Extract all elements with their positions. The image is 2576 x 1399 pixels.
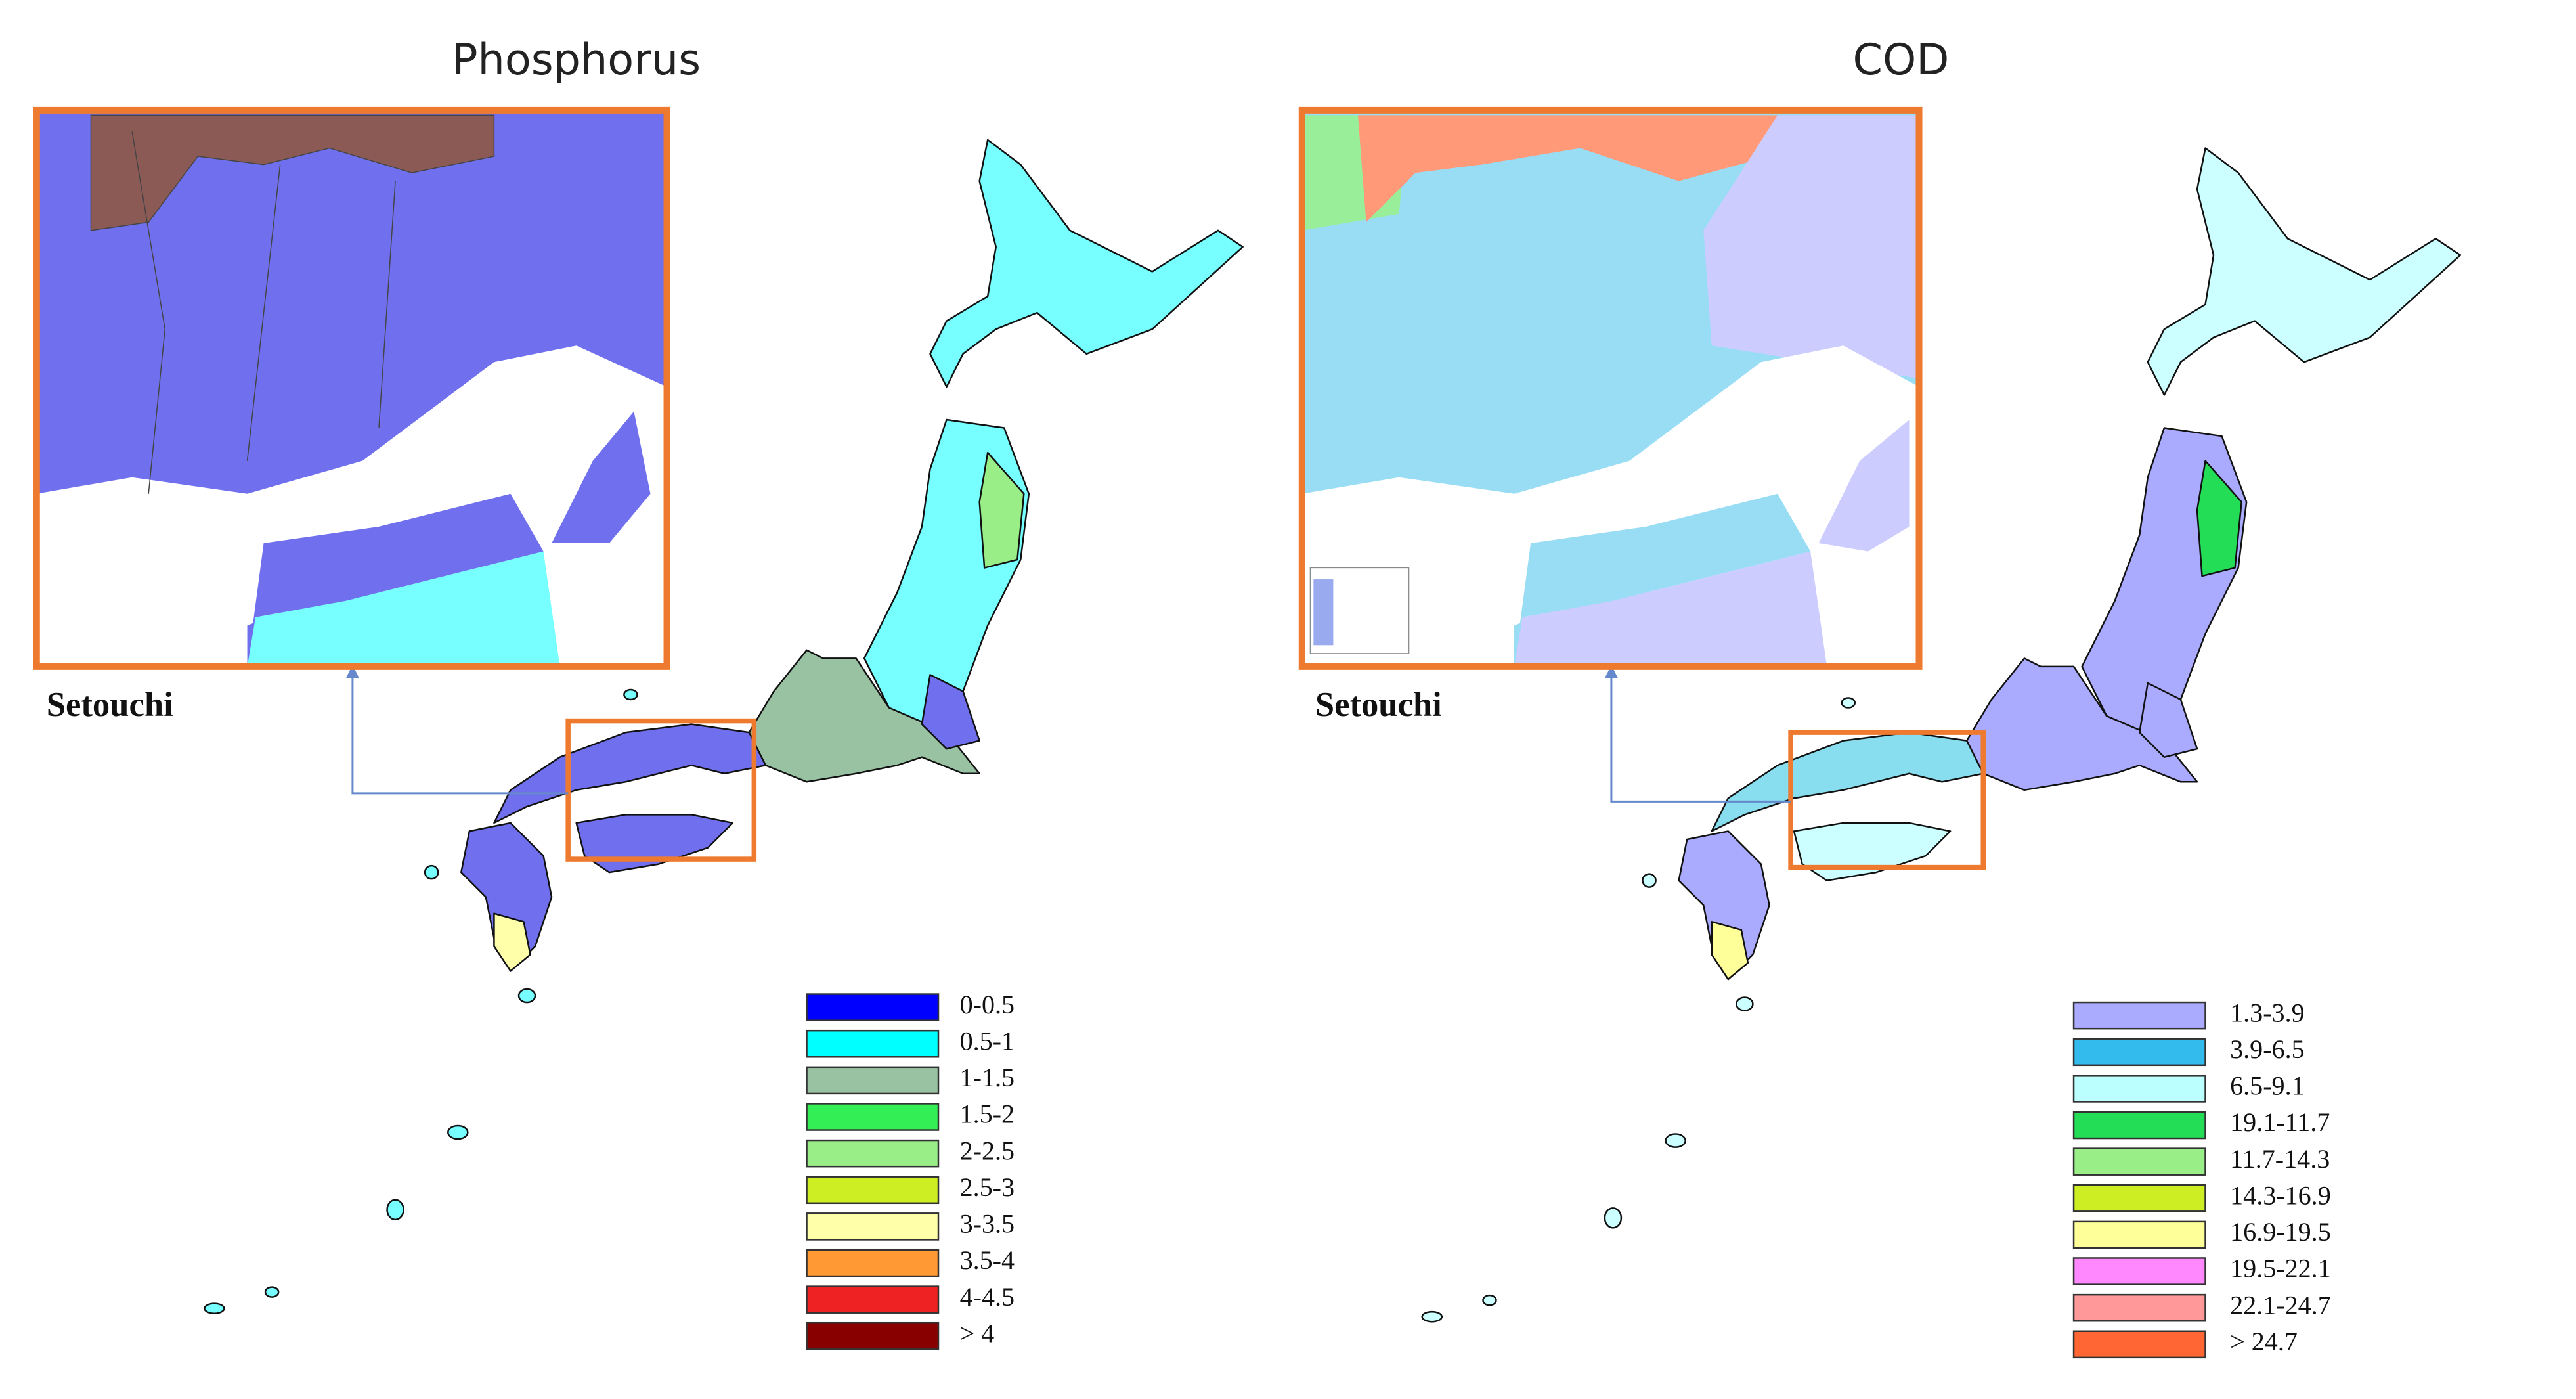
legend-swatch <box>2072 1147 2206 1176</box>
region-box <box>565 718 757 862</box>
legend-label: 1-1.5 <box>960 1063 1015 1092</box>
legend-label: 0-0.5 <box>960 990 1015 1019</box>
panel-title: COD <box>1852 35 1949 85</box>
legend-label: 0.5-1 <box>960 1026 1015 1055</box>
legend-label: 1.5-2 <box>960 1099 1015 1129</box>
legend-swatch <box>806 1103 940 1131</box>
inset-label: Setouchi <box>47 686 173 724</box>
legend-label: 11.7-14.3 <box>2230 1144 2330 1174</box>
legend-swatch <box>806 993 940 1021</box>
pointer-line <box>1610 675 1791 803</box>
region-box <box>1788 730 1986 870</box>
legend-label: 4-4.5 <box>960 1282 1015 1312</box>
legend-swatch <box>2072 1184 2206 1212</box>
legend-swatch <box>806 1139 940 1168</box>
pointer-head <box>1604 665 1618 678</box>
legend-swatch <box>806 1066 940 1095</box>
inset-map <box>33 106 670 670</box>
legend-swatch <box>2072 1075 2206 1103</box>
legend-label: 22.1-24.7 <box>2230 1290 2331 1320</box>
legend-label: 6.5-9.1 <box>2230 1071 2305 1101</box>
legend-swatch <box>2072 1001 2206 1030</box>
legend-label: > 24.7 <box>2230 1327 2298 1356</box>
phosphorus-panel: Phosphorus Setouchi 0-0.5 0.5-1 1-1.5 1.5-2… <box>33 35 1244 1350</box>
legend-label: 3.5-4 <box>960 1245 1015 1275</box>
legend-swatch <box>806 1321 940 1350</box>
legend-label: > 4 <box>960 1318 995 1348</box>
legend-swatch <box>2072 1330 2206 1359</box>
legend-swatch <box>2072 1293 2206 1322</box>
legend-swatch <box>806 1029 940 1058</box>
legend-swatch <box>806 1212 940 1241</box>
pointer-line <box>351 675 569 795</box>
legend-label: 1.3-3.9 <box>2230 998 2305 1027</box>
legend-swatch <box>2072 1038 2206 1067</box>
cod-panel: COD Setouchi 1.3-3.9 3.9-6.5 6.5-9.1 19.1-1… <box>1298 35 2462 1359</box>
panel-title: Phosphorus <box>452 35 701 85</box>
legend-label: 19.5-22.1 <box>2230 1254 2331 1283</box>
legend-swatch <box>806 1176 940 1205</box>
inset-label: Setouchi <box>1315 686 1442 724</box>
legend-swatch <box>2072 1111 2206 1140</box>
legend-label: 2-2.5 <box>960 1136 1015 1165</box>
legend-label: 3-3.5 <box>960 1209 1015 1239</box>
legend-swatch <box>806 1285 940 1314</box>
legend: 0-0.5 0.5-1 1-1.5 1.5-2 2-2.5 2.5-3 3-3.5 3.5-4… <box>806 990 1015 1350</box>
legend-label: 16.9-19.5 <box>2230 1217 2331 1247</box>
legend-label: 19.1-11.7 <box>2230 1107 2330 1137</box>
legend-swatch <box>2072 1220 2206 1249</box>
legend-swatch <box>2072 1257 2206 1285</box>
inset-map <box>1298 106 1923 670</box>
legend-swatch <box>806 1249 940 1277</box>
legend: 1.3-3.9 3.9-6.5 6.5-9.1 19.1-11.7 11.7-14.3 1… <box>2072 998 2331 1359</box>
legend-label: 2.5-3 <box>960 1172 1015 1202</box>
legend-label: 14.3-16.9 <box>2230 1180 2331 1210</box>
legend-label: 3.9-6.5 <box>2230 1034 2305 1064</box>
pointer-head <box>345 665 359 678</box>
